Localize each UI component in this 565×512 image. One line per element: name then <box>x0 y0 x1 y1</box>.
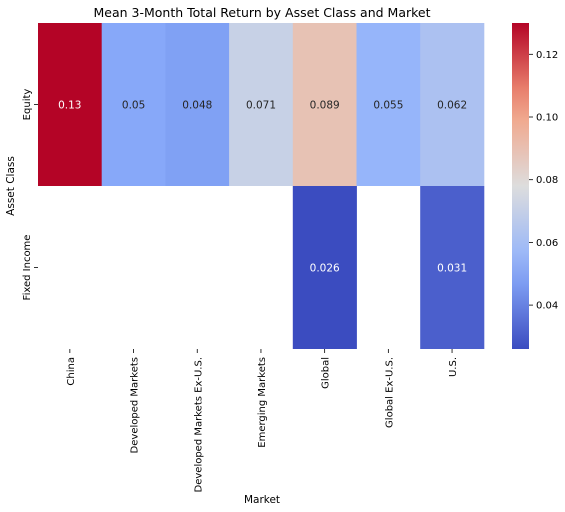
y-tick-label: Fixed Income <box>22 235 33 301</box>
x-tick-label: U.S. <box>448 357 459 377</box>
x-tick-label: Developed Markets Ex-U.S. <box>193 357 204 492</box>
cell-equity-emerging-markets <box>229 23 294 186</box>
x-tick-label: Developed Markets <box>130 357 141 453</box>
cell-equity-china <box>38 23 103 186</box>
chart-title: Mean 3-Month Total Return by Asset Class… <box>93 5 430 20</box>
y-axis: Equity Fixed Income <box>22 89 38 301</box>
x-tick-label: Global <box>321 357 332 389</box>
y-axis-label: Asset Class <box>5 156 17 216</box>
colorbar-ticks: 0.04 0.06 0.08 0.10 0.12 <box>529 50 558 312</box>
cell-label: 0.05 <box>122 100 145 112</box>
x-tick-label: China <box>66 357 77 386</box>
cell-equity-developed-markets-ex-u-s <box>165 23 230 186</box>
cell-label: 0.071 <box>246 100 276 112</box>
x-axis-label: Market <box>244 494 280 506</box>
cell-fixed-income-global <box>292 186 357 349</box>
cell-equity-u-s <box>420 23 485 186</box>
y-tick-label: Equity <box>22 89 33 121</box>
cell-equity-global <box>292 23 357 186</box>
cell-equity-global-ex-u-s <box>356 23 421 186</box>
colorbar-gradient <box>512 23 529 349</box>
colorbar-tick-label: 0.08 <box>536 175 558 186</box>
x-tick-label: Emerging Markets <box>257 357 268 448</box>
colorbar-tick-label: 0.04 <box>536 301 558 312</box>
x-tick-label: Global Ex-U.S. <box>384 357 395 428</box>
colorbar: 0.04 0.06 0.08 0.10 0.12 <box>512 23 558 349</box>
cell-label: 0.089 <box>310 100 340 112</box>
colorbar-tick-label: 0.06 <box>536 238 558 249</box>
cell-label: 0.031 <box>437 263 467 275</box>
cell-equity-developed-markets <box>101 23 166 186</box>
heatmap-cell-labels: 0.13 0.05 0.048 0.071 0.089 0.055 0.062 0.026 0.… <box>58 100 467 275</box>
cell-label: 0.13 <box>58 100 81 112</box>
colorbar-tick-label: 0.12 <box>536 50 558 61</box>
cell-label: 0.048 <box>182 100 212 112</box>
cell-label: 0.026 <box>310 263 340 275</box>
colorbar-tick-label: 0.10 <box>536 113 558 124</box>
cell-label: 0.062 <box>437 100 467 112</box>
cell-label: 0.055 <box>373 100 403 112</box>
cell-fixed-income-u-s <box>420 186 485 349</box>
heatmap-cells <box>38 23 485 349</box>
x-axis: China Developed Markets Developed Markets … <box>66 349 459 492</box>
